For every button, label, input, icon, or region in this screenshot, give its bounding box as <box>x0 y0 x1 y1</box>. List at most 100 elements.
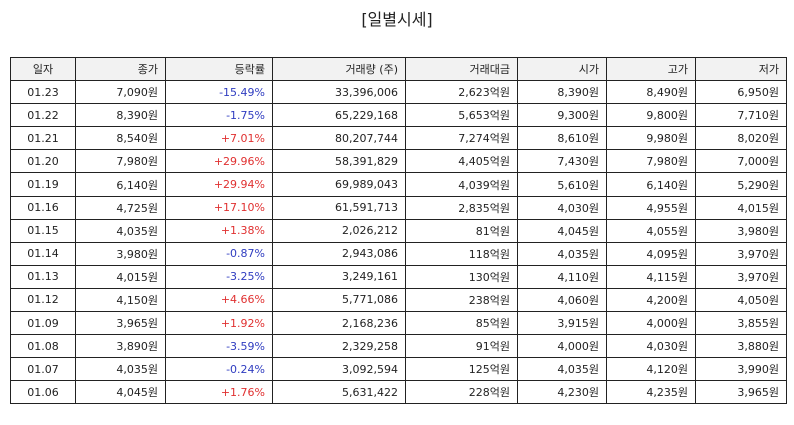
cell-date: 01.09 <box>10 311 76 336</box>
cell-high: 8,490원 <box>606 80 696 105</box>
cell-close: 4,015원 <box>75 264 166 289</box>
cell-change: -1.75% <box>165 103 273 128</box>
cell-amount: 7,274억원 <box>405 126 518 151</box>
cell-date: 01.13 <box>10 264 76 289</box>
cell-change: +17.10% <box>165 195 273 220</box>
cell-open: 8,390원 <box>517 80 607 105</box>
cell-low: 8,020원 <box>695 126 787 151</box>
header-low: 저가 <box>695 56 787 82</box>
header-amount: 거래대금 <box>405 56 518 82</box>
cell-date: 01.22 <box>10 103 76 128</box>
cell-amount: 238억원 <box>405 287 518 313</box>
cell-volume: 61,591,713 <box>272 195 406 220</box>
cell-low: 4,015원 <box>695 195 787 220</box>
cell-change: +1.38% <box>165 218 273 243</box>
table-row: 01.19 6,140원 +29.94% 69,989,043 4,039억원 5,610… <box>10 172 787 197</box>
table-row: 01.14 3,980원 -0.87% 2,943,086 118억원 4,035원 4,0… <box>10 241 787 266</box>
cell-amount: 2,623억원 <box>405 80 518 105</box>
cell-high: 4,030원 <box>606 334 696 359</box>
cell-volume: 3,249,161 <box>272 264 406 289</box>
cell-change: +29.96% <box>165 149 273 174</box>
header-change: 등락률 <box>165 56 273 82</box>
cell-volume: 69,989,043 <box>272 172 406 197</box>
cell-change: +1.92% <box>165 311 273 336</box>
cell-close: 7,980원 <box>75 149 166 174</box>
cell-open: 4,060원 <box>517 287 607 313</box>
cell-high: 7,980원 <box>606 149 696 174</box>
table-row: 01.22 8,390원 -1.75% 65,229,168 5,653억원 9,300원… <box>10 103 787 128</box>
cell-amount: 118억원 <box>405 241 518 266</box>
header-open: 시가 <box>517 56 607 82</box>
header-close: 종가 <box>75 56 166 82</box>
table-row: 01.16 4,725원 +17.10% 61,591,713 2,835억원 4,030… <box>10 195 787 220</box>
cell-amount: 81억원 <box>405 218 518 243</box>
cell-high: 4,000원 <box>606 311 696 336</box>
cell-change: -0.24% <box>165 357 273 382</box>
cell-open: 9,300원 <box>517 103 607 128</box>
cell-date: 01.14 <box>10 241 76 266</box>
cell-low: 5,290원 <box>695 172 787 197</box>
table-row: 01.21 8,540원 +7.01% 80,207,744 7,274억원 8,610원… <box>10 126 787 151</box>
table-header-row: 일자 종가 등락률 거래량 (주) 거래대금 시가 고가 저가 <box>10 56 787 82</box>
cell-date: 01.16 <box>10 195 76 220</box>
header-volume: 거래량 (주) <box>272 56 406 82</box>
cell-low: 3,970원 <box>695 264 787 289</box>
table-row: 01.20 7,980원 +29.96% 58,391,829 4,405억원 7,430… <box>10 149 787 174</box>
cell-low: 4,050원 <box>695 287 787 313</box>
cell-high: 4,200원 <box>606 287 696 313</box>
cell-low: 6,950원 <box>695 80 787 105</box>
cell-close: 3,890원 <box>75 334 166 359</box>
cell-open: 3,915원 <box>517 311 607 336</box>
cell-open: 4,110원 <box>517 264 607 289</box>
table-row: 01.23 7,090원 -15.49% 33,396,006 2,623억원 8,390… <box>10 80 787 105</box>
cell-volume: 5,771,086 <box>272 287 406 313</box>
table-row: 01.09 3,965원 +1.92% 2,168,236 85억원 3,915원 4,00… <box>10 311 787 336</box>
cell-volume: 80,207,744 <box>272 126 406 151</box>
cell-high: 9,980원 <box>606 126 696 151</box>
cell-amount: 228억원 <box>405 380 518 405</box>
cell-low: 7,710원 <box>695 103 787 128</box>
cell-volume: 65,229,168 <box>272 103 406 128</box>
cell-change: -0.87% <box>165 241 273 266</box>
cell-high: 4,235원 <box>606 380 696 405</box>
cell-open: 4,035원 <box>517 357 607 382</box>
cell-close: 6,140원 <box>75 172 166 197</box>
cell-open: 4,230원 <box>517 380 607 405</box>
cell-amount: 85억원 <box>405 311 518 336</box>
cell-low: 3,965원 <box>695 380 787 405</box>
cell-amount: 2,835억원 <box>405 195 518 220</box>
cell-high: 4,955원 <box>606 195 696 220</box>
cell-amount: 4,039억원 <box>405 172 518 197</box>
cell-date: 01.19 <box>10 172 76 197</box>
cell-low: 3,880원 <box>695 334 787 359</box>
cell-date: 01.15 <box>10 218 76 243</box>
cell-date: 01.07 <box>10 357 76 382</box>
cell-volume: 2,329,258 <box>272 334 406 359</box>
cell-open: 5,610원 <box>517 172 607 197</box>
cell-change: +29.94% <box>165 172 273 197</box>
cell-volume: 2,026,212 <box>272 218 406 243</box>
cell-high: 6,140원 <box>606 172 696 197</box>
cell-date: 01.20 <box>10 149 76 174</box>
cell-change: -15.49% <box>165 80 273 105</box>
cell-amount: 130억원 <box>405 264 518 289</box>
cell-date: 01.06 <box>10 380 76 405</box>
cell-volume: 33,396,006 <box>272 80 406 105</box>
cell-close: 3,965원 <box>75 311 166 336</box>
header-date: 일자 <box>10 56 76 82</box>
cell-volume: 3,092,594 <box>272 357 406 382</box>
cell-date: 01.23 <box>10 80 76 105</box>
cell-date: 01.08 <box>10 334 76 359</box>
cell-amount: 4,405억원 <box>405 149 518 174</box>
cell-close: 7,090원 <box>75 80 166 105</box>
cell-amount: 91억원 <box>405 334 518 359</box>
cell-date: 01.12 <box>10 287 76 313</box>
cell-high: 4,120원 <box>606 357 696 382</box>
cell-change: +7.01% <box>165 126 273 151</box>
cell-close: 3,980원 <box>75 241 166 266</box>
table-row: 01.06 4,045원 +1.76% 5,631,422 228억원 4,230원 4,2… <box>10 380 787 405</box>
table-row: 01.15 4,035원 +1.38% 2,026,212 81억원 4,045원 4,05… <box>10 218 787 243</box>
cell-close: 4,725원 <box>75 195 166 220</box>
table-row: 01.12 4,150원 +4.66% 5,771,086 238억원 4,060원 4,2… <box>10 287 787 313</box>
header-high: 고가 <box>606 56 696 82</box>
